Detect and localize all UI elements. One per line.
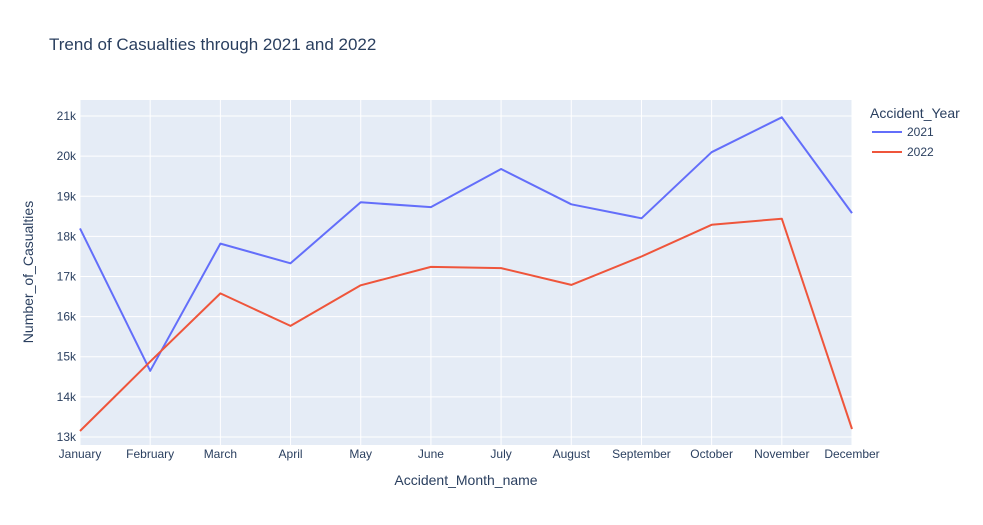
series-line-2022[interactable]: [79, 217, 853, 432]
legend-label[interactable]: 2021: [907, 125, 934, 139]
x-tick-label: March: [204, 447, 237, 461]
y-tick-label: 18k: [57, 229, 77, 243]
x-tick-label: January: [59, 447, 102, 461]
y-gridlines: [80, 115, 852, 438]
x-tick-label: December: [824, 447, 879, 461]
y-axis-title: Number_of_Casualties: [20, 201, 36, 343]
x-axis-ticks: January February March April May June July Augu…: [59, 447, 880, 461]
chart-title: Trend of Casualties through 2021 and 202…: [49, 35, 376, 54]
series-line-2021[interactable]: [79, 116, 853, 372]
x-tick-label: November: [754, 447, 809, 461]
x-tick-label: September: [612, 447, 671, 461]
x-tick-label: April: [279, 447, 303, 461]
y-tick-label: 19k: [57, 189, 77, 203]
y-tick-label: 15k: [57, 350, 77, 364]
x-tick-label: February: [126, 447, 174, 461]
y-tick-label: 16k: [57, 310, 77, 324]
x-tick-label: May: [349, 447, 372, 461]
y-tick-label: 20k: [57, 149, 77, 163]
y-axis-ticks: 13k 14k 15k 16k 17k 18k 19k 20k 21k: [57, 109, 77, 444]
plot-area: [80, 100, 852, 445]
series-lines: [79, 116, 853, 432]
legend-label[interactable]: 2022: [907, 145, 934, 159]
x-tick-label: August: [553, 447, 591, 461]
x-gridlines: [79, 100, 853, 445]
legend[interactable]: Accident_Year 2021 2022: [870, 105, 960, 159]
legend-title: Accident_Year: [870, 105, 960, 121]
x-axis-title: Accident_Month_name: [394, 472, 537, 488]
y-tick-label: 21k: [57, 109, 77, 123]
x-tick-label: July: [490, 447, 511, 461]
x-tick-label: October: [690, 447, 733, 461]
y-tick-label: 13k: [57, 430, 77, 444]
x-tick-label: June: [418, 447, 444, 461]
y-tick-label: 14k: [57, 390, 77, 404]
y-tick-label: 17k: [57, 270, 77, 284]
